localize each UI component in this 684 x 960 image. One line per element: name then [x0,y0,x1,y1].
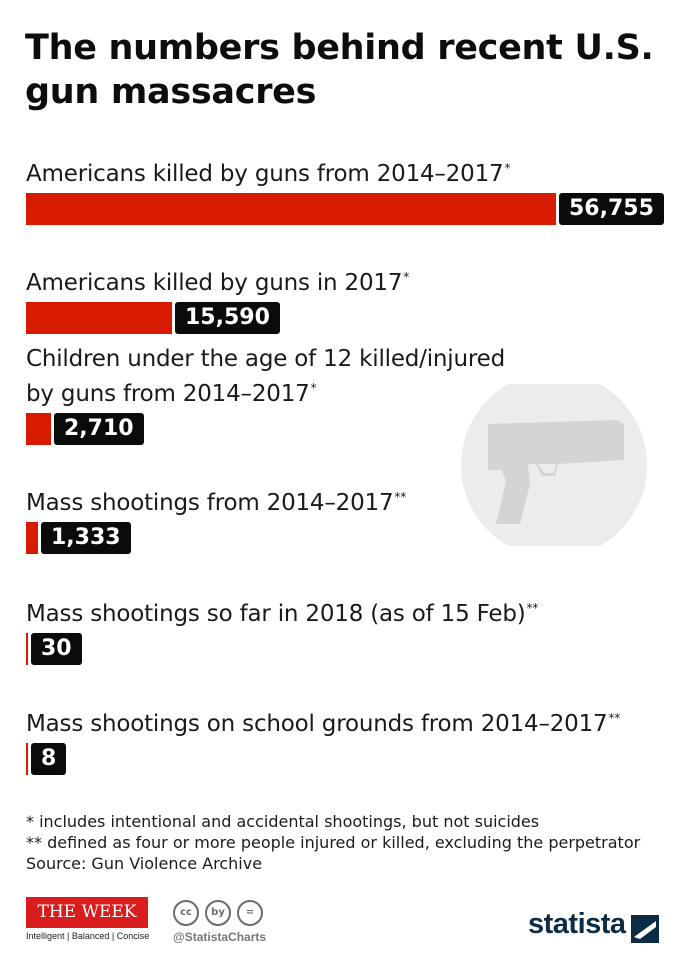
bar-label: Mass shootings on school grounds from 20… [26,711,621,737]
bar-label: Americans killed by guns in 2017* [26,270,410,296]
bar-label: Children under the age of 12 killed/inju… [26,346,505,407]
bar [26,302,172,334]
footnote-1: * includes intentional and accidental sh… [26,812,540,831]
bar-item: Mass shootings on school grounds from 20… [26,704,666,775]
footnote-marker: ** [394,490,407,504]
footnote-marker: * [504,161,511,175]
bar [26,522,38,554]
source-note: Source: Gun Violence Archive [26,854,263,873]
bar [26,413,51,445]
statista-handle[interactable]: @StatistaCharts [173,930,267,944]
bar-value-label: 30 [31,633,82,665]
footnotes: * includes intentional and accidental sh… [26,811,676,874]
bar-value-label: 15,590 [175,302,280,334]
footnote-2: ** defined as four or more people injure… [26,833,641,852]
footnote-marker: * [310,381,317,395]
creative-commons-icon[interactable]: cc by = [173,900,273,926]
footnote-marker: ** [608,711,621,725]
bar [26,193,556,225]
statista-logo-icon[interactable] [631,915,659,943]
statista-logo[interactable]: statista [528,908,626,940]
bar-item: Americans killed by guns from 2014–2017*… [26,154,666,225]
bar [26,743,28,775]
gun-icon [461,384,647,546]
bar [26,633,28,665]
attribution-icon: by [205,900,231,926]
bar-value-label: 56,755 [559,193,664,225]
bar-label: Mass shootings from 2014–2017** [26,490,407,516]
chart-title: The numbers behind recent U.S. gun massa… [25,28,654,112]
the-week-tagline: Intelligent | Balanced | Concise [26,931,150,941]
footnote-marker: * [403,270,410,284]
bar-label: Americans killed by guns from 2014–2017* [26,161,511,187]
bar-label: Mass shootings so far in 2018 (as of 15 … [26,601,539,627]
bar-item: Americans killed by guns in 2017* 15,590 [26,263,666,334]
bar-item: Children under the age of 12 killed/inju… [26,345,666,445]
cc-icon: cc [173,900,199,926]
bar-chart: Americans killed by guns from 2014–2017*… [26,154,666,775]
bar-value-label: 8 [31,743,67,775]
bar-row: 30 [26,633,666,665]
bar-item: Mass shootings from 2014–2017** 1,333 [26,483,666,554]
bar-value-label: 1,333 [41,522,131,554]
bar-item: Mass shootings so far in 2018 (as of 15 … [26,594,666,665]
bar-row: 15,590 [26,302,666,334]
bar-row: 1,333 [26,522,666,554]
bar-row: 8 [26,743,666,775]
the-week-logo[interactable]: THE WEEK [26,897,148,928]
no-derivatives-icon: = [237,900,263,926]
bar-row: 2,710 [26,413,666,445]
footnote-marker: ** [526,601,539,615]
bar-value-label: 2,710 [54,413,144,445]
bar-row: 56,755 [26,193,666,225]
